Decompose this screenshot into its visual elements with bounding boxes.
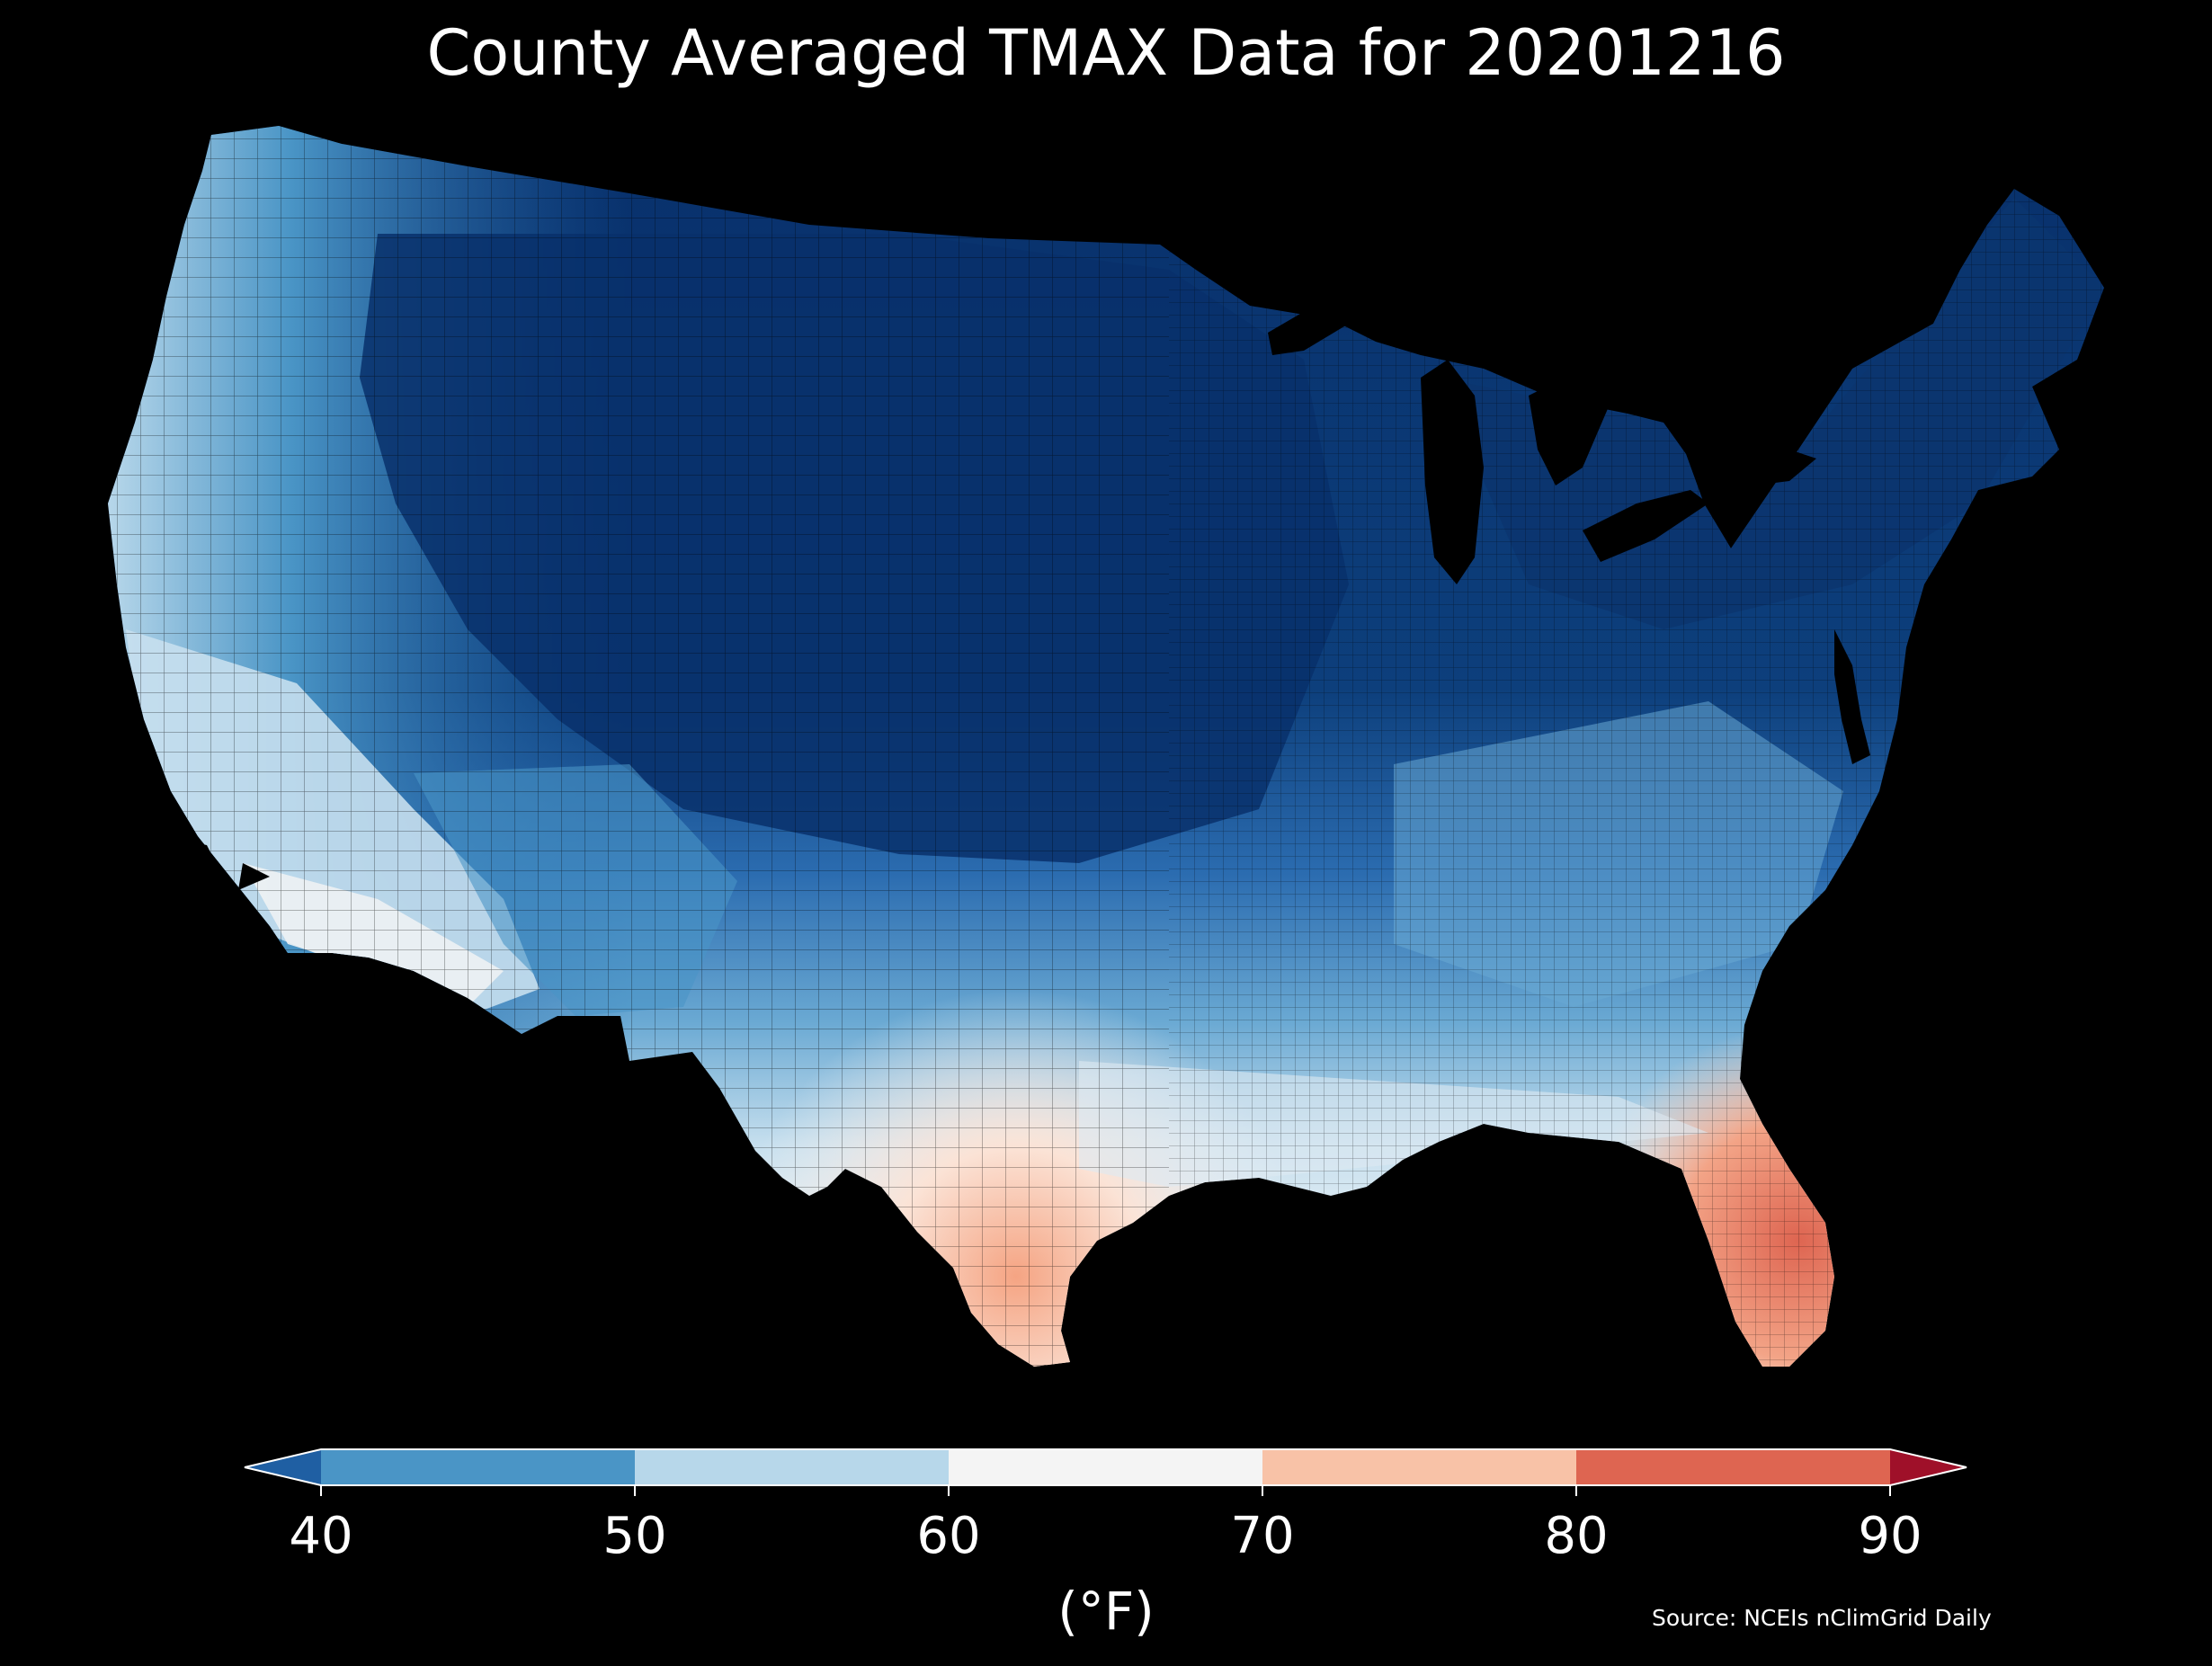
- colorbar-tick-label: 40: [289, 1507, 352, 1565]
- great-lakes: [1268, 283, 1870, 764]
- colorbar-tick-label: 90: [1858, 1507, 1922, 1565]
- map-title: County Averaged TMAX Data for 20201216: [426, 16, 1786, 90]
- colorbar-ticks: 40 50 60 70 80 90: [289, 1485, 1922, 1565]
- colorbar-tick-label: 70: [1230, 1507, 1294, 1565]
- colorbar-tick-label: 50: [602, 1507, 666, 1565]
- colorbar-segments: [244, 1448, 1967, 1486]
- colorbar-segment: [1262, 1449, 1576, 1485]
- colorbar-segment: [1890, 1449, 1967, 1485]
- colorbar-segment: [949, 1449, 1262, 1485]
- colorbar-segment: [635, 1449, 949, 1485]
- colorbar-segment: [321, 1449, 635, 1485]
- source-attribution: Source: NCEIs nClimGrid Daily: [1652, 1605, 1992, 1631]
- coastline-water: [162, 836, 270, 890]
- colorbar-segment: [1576, 1449, 1890, 1485]
- colorbar-tick-label: 80: [1544, 1507, 1608, 1565]
- colorbar-tick-label: 60: [916, 1507, 980, 1565]
- colorbar-unit-label: (°F): [1057, 1581, 1155, 1642]
- colorbar-segment: [245, 1449, 321, 1485]
